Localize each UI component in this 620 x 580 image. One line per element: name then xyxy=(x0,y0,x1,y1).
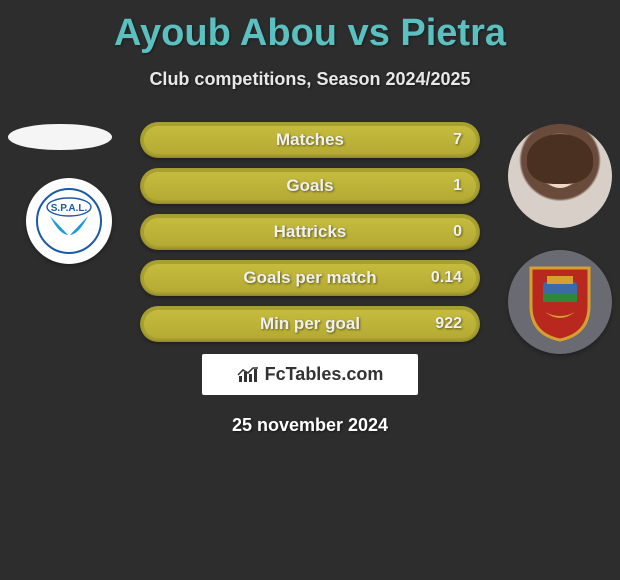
stat-value: 0 xyxy=(453,214,462,250)
brand-text: FcTables.com xyxy=(265,364,384,385)
stat-label: Goals per match xyxy=(140,260,480,296)
stat-label: Min per goal xyxy=(140,306,480,342)
brand-box: FcTables.com xyxy=(202,354,418,395)
club-left-text: S.P.A.L. xyxy=(51,203,88,214)
page-title: Ayoub Abou vs Pietra xyxy=(0,0,620,55)
subtitle: Club competitions, Season 2024/2025 xyxy=(0,69,620,90)
stat-row: Goals per match0.14 xyxy=(140,260,480,296)
date-text: 25 november 2024 xyxy=(0,415,620,436)
stat-value: 1 xyxy=(453,168,462,204)
club-left-badge: S.P.A.L. xyxy=(26,178,112,264)
stat-row: Goals1 xyxy=(140,168,480,204)
club-right-badge xyxy=(508,250,612,354)
stat-label: Hattricks xyxy=(140,214,480,250)
stat-label: Matches xyxy=(140,122,480,158)
stat-row: Min per goal922 xyxy=(140,306,480,342)
stat-label: Goals xyxy=(140,168,480,204)
player-left-avatar xyxy=(8,124,112,150)
pontedera-badge-icon xyxy=(525,262,595,342)
brand-chart-icon xyxy=(237,366,259,384)
stat-row: Hattricks0 xyxy=(140,214,480,250)
stat-value: 0.14 xyxy=(431,260,462,296)
stat-row: Matches7 xyxy=(140,122,480,158)
player-right-avatar xyxy=(508,124,612,228)
stat-value: 922 xyxy=(435,306,462,342)
stat-value: 7 xyxy=(453,122,462,158)
stats-container: Matches7Goals1Hattricks0Goals per match0… xyxy=(140,122,480,342)
spal-badge-icon: S.P.A.L. xyxy=(36,188,102,254)
